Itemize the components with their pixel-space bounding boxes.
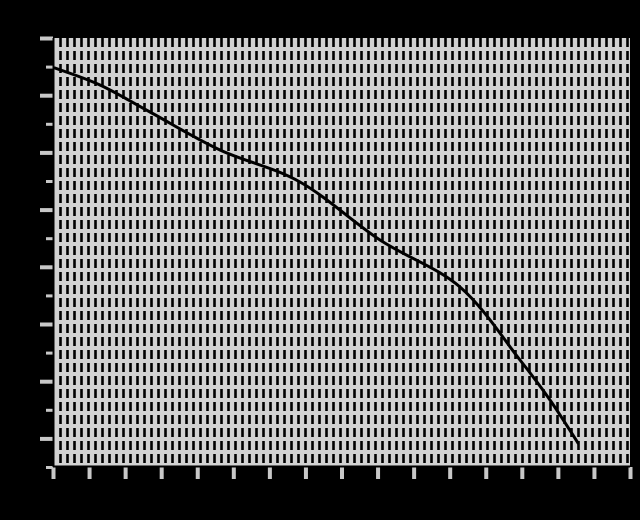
axis-spines [52,38,630,468]
y-axis-ticks [40,36,53,469]
data-series-line [53,66,580,445]
vertical-gridlines [59,38,629,467]
x-axis-ticks [51,467,633,479]
